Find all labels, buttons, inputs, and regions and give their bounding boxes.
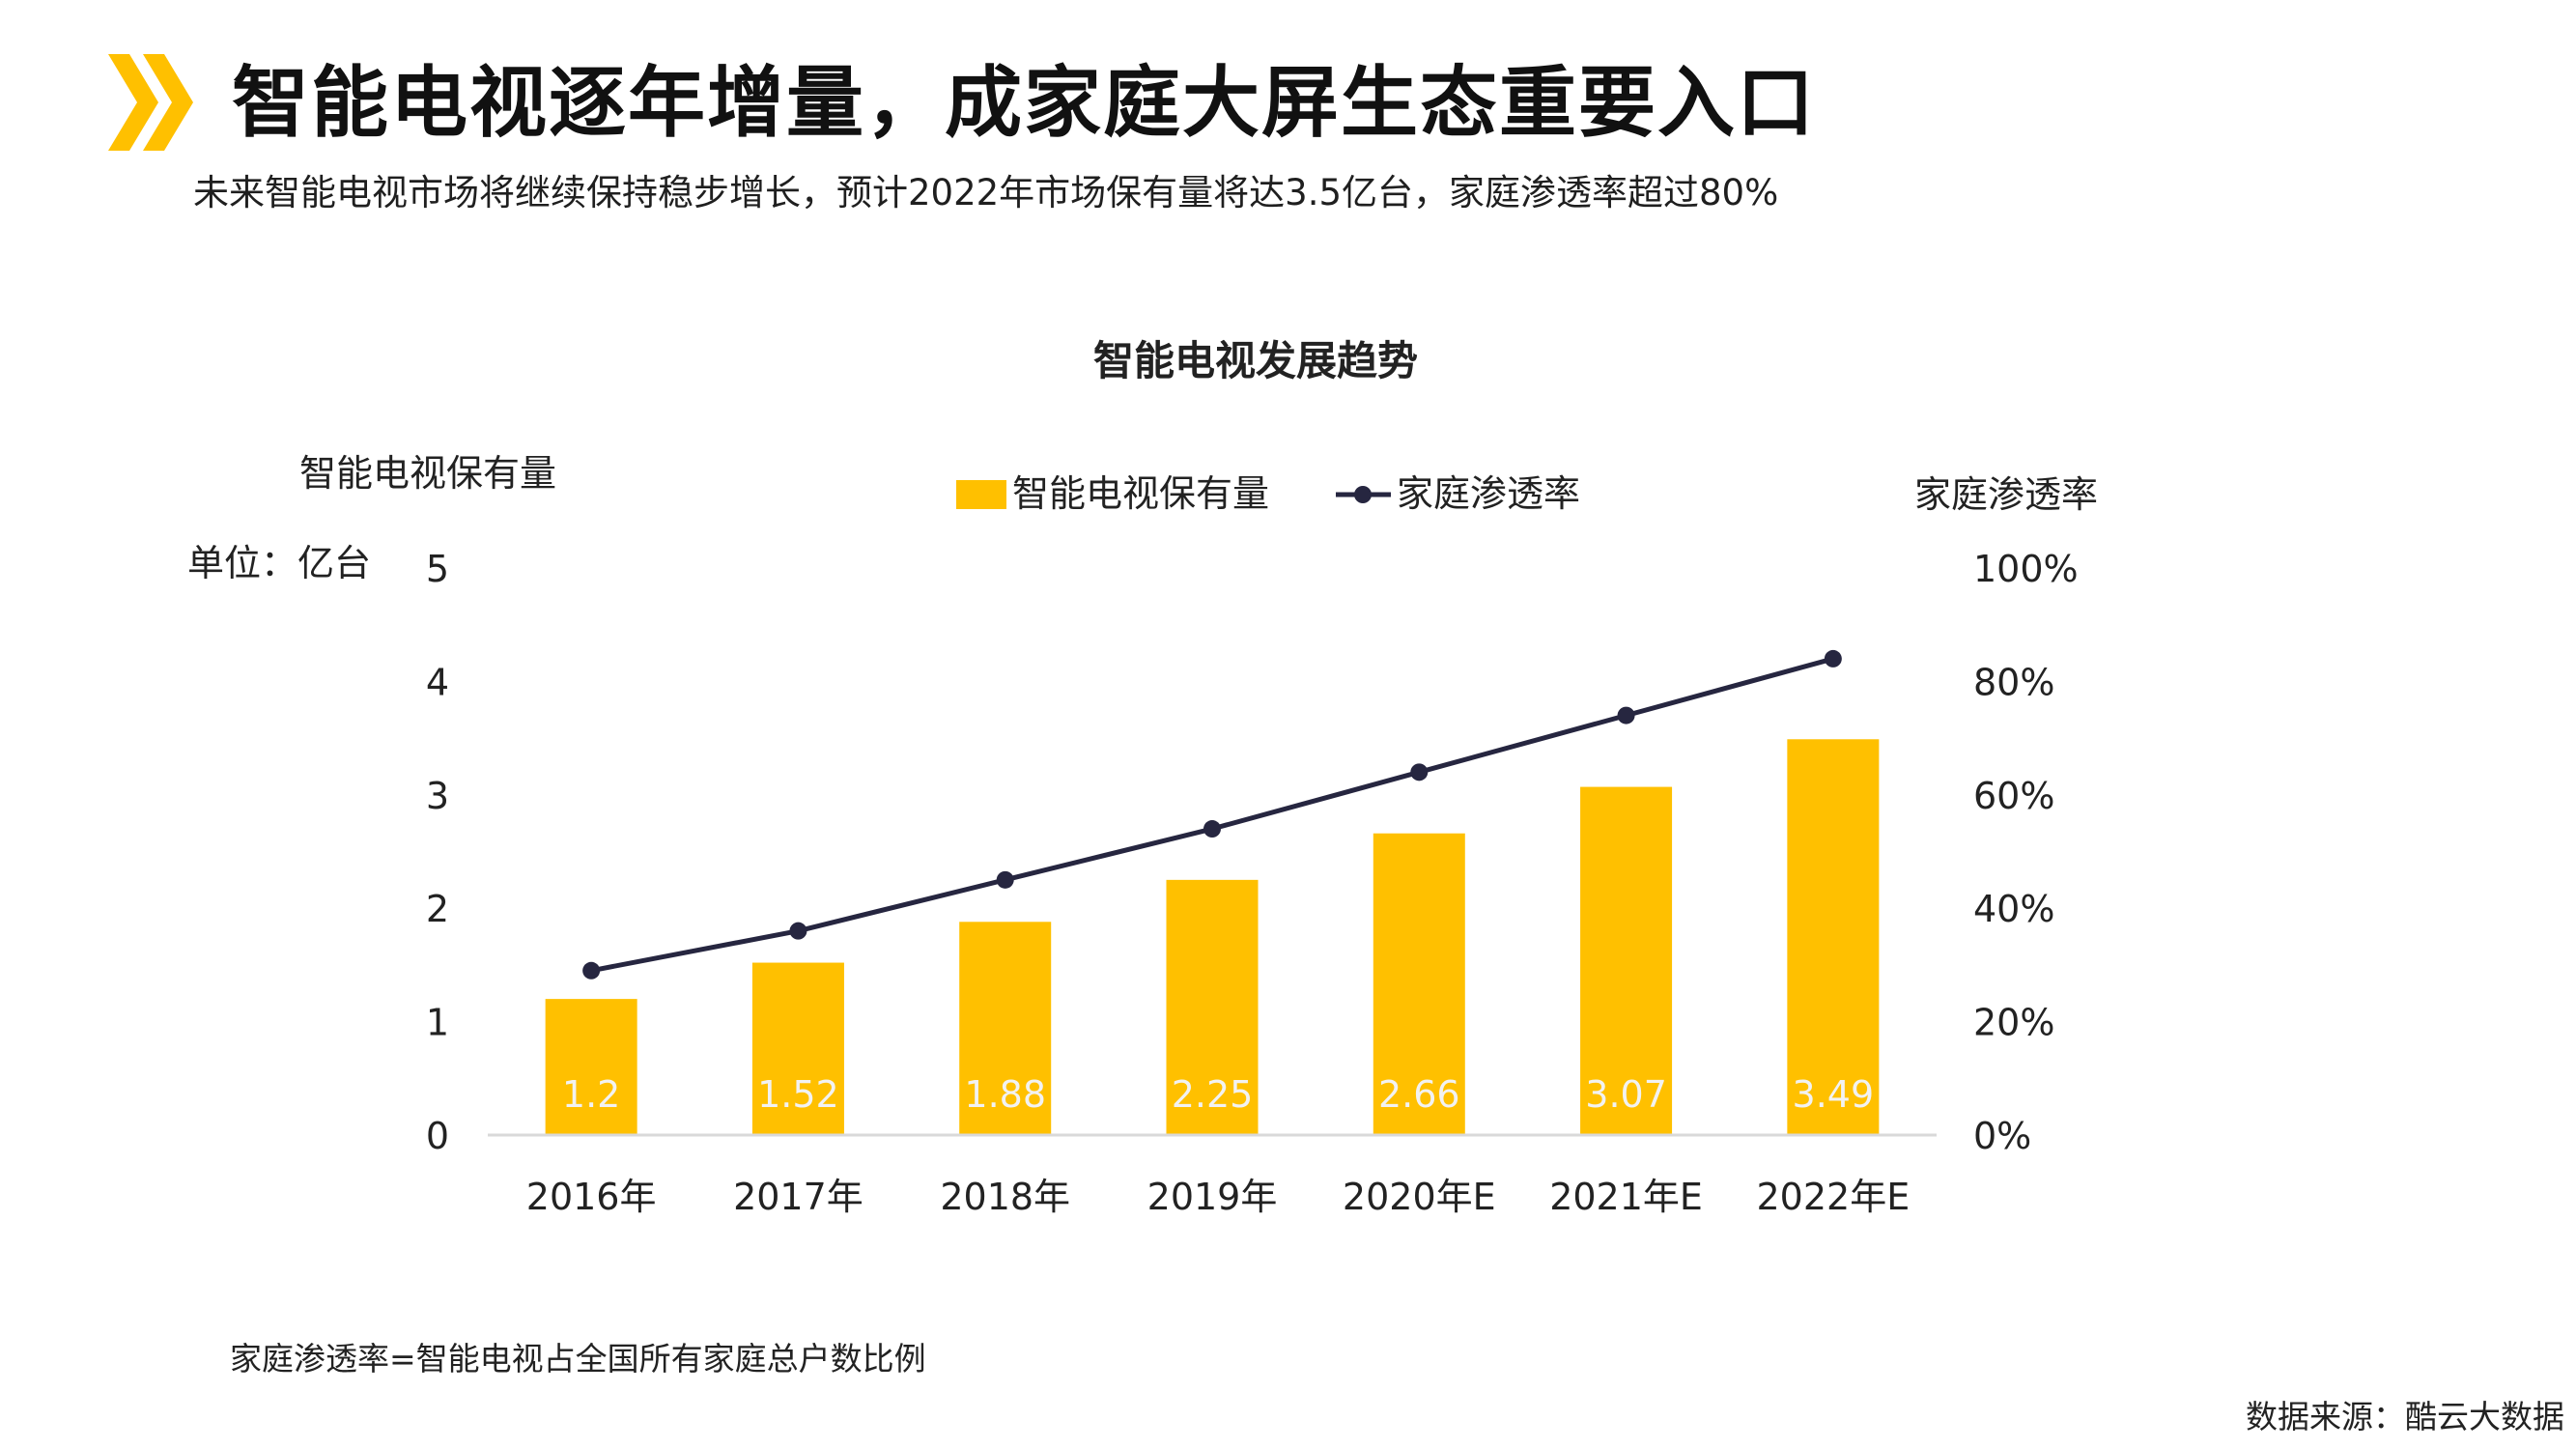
right-tick-label: 100% xyxy=(1973,548,2079,590)
penetration-rate-point xyxy=(1617,706,1635,724)
penetration-rate-point xyxy=(1824,649,1842,668)
bar-data-label: 3.07 xyxy=(1585,1073,1667,1116)
right-tick-label: 0% xyxy=(1973,1115,2031,1157)
legend-bar-label: 智能电视保有量 xyxy=(1012,472,1269,515)
plot-area: 0 1 2 3 4 5 0% 20% 40% 60% 80% 100% 1.2 1.52 1.88 2.25 2… xyxy=(426,548,2079,1218)
bar-data-label: 2.25 xyxy=(1172,1073,1254,1116)
legend-line-marker xyxy=(1354,486,1372,503)
left-tick-label: 5 xyxy=(426,548,449,590)
bar-data-label: 2.66 xyxy=(1378,1073,1460,1116)
x-tick-label: 2016年 xyxy=(526,1176,657,1218)
legend: 智能电视保有量 家庭渗透率 xyxy=(956,472,1580,515)
right-tick-label: 40% xyxy=(1973,888,2054,930)
bar xyxy=(1787,739,1880,1135)
right-tick-label: 80% xyxy=(1973,661,2054,703)
data-source: 数据来源：酷云大数据 xyxy=(2246,1398,2564,1435)
bar-data-label: 1.2 xyxy=(562,1073,620,1116)
x-tick-label: 2018年 xyxy=(940,1176,1070,1218)
penetration-rate-point xyxy=(996,870,1014,889)
bar xyxy=(1166,879,1259,1135)
penetration-rate-point xyxy=(582,961,601,980)
page-subtitle: 未来智能电视市场将继续保持稳步增长，预计2022年市场保有量将达3.5亿台，家庭… xyxy=(193,172,1779,213)
chart-title: 智能电视发展趋势 xyxy=(1093,337,1418,384)
x-tick-label: 2019年 xyxy=(1147,1176,1278,1218)
x-tick-label: 2017年 xyxy=(733,1176,863,1218)
page-title: 智能电视逐年增量，成家庭大屏生态重要入口 xyxy=(232,58,1816,148)
penetration-rate-point xyxy=(789,922,807,940)
left-tick-label: 1 xyxy=(426,1002,449,1044)
left-axis-title: 智能电视保有量 xyxy=(299,452,556,495)
bar-data-label: 1.88 xyxy=(964,1073,1046,1116)
left-tick-label: 0 xyxy=(426,1115,449,1157)
left-tick-label: 2 xyxy=(426,888,449,930)
bar xyxy=(959,922,1052,1135)
right-axis-title: 家庭渗透率 xyxy=(1914,473,2098,516)
x-tick-label: 2020年E xyxy=(1343,1176,1496,1218)
left-tick-label: 4 xyxy=(426,661,449,703)
bar-data-label: 1.52 xyxy=(757,1073,839,1116)
penetration-rate-point xyxy=(1410,763,1429,781)
left-tick-label: 3 xyxy=(426,775,449,817)
double-chevron-logo-icon xyxy=(108,54,193,151)
bar-data-label: 3.49 xyxy=(1793,1073,1875,1116)
footnote: 家庭渗透率=智能电视占全国所有家庭总户数比例 xyxy=(230,1340,926,1378)
x-tick-label: 2022年E xyxy=(1756,1176,1910,1218)
legend-line-label: 家庭渗透率 xyxy=(1397,472,1580,515)
right-tick-label: 60% xyxy=(1973,775,2054,817)
left-axis-unit: 单位：亿台 xyxy=(187,542,371,584)
bar xyxy=(1580,786,1673,1135)
legend-bar-swatch xyxy=(956,480,1006,509)
bar xyxy=(1373,833,1465,1135)
bar xyxy=(545,999,637,1135)
right-tick-label: 20% xyxy=(1973,1002,2054,1044)
penetration-rate-point xyxy=(1203,820,1221,838)
x-tick-label: 2021年E xyxy=(1549,1176,1703,1218)
bar xyxy=(751,962,844,1135)
